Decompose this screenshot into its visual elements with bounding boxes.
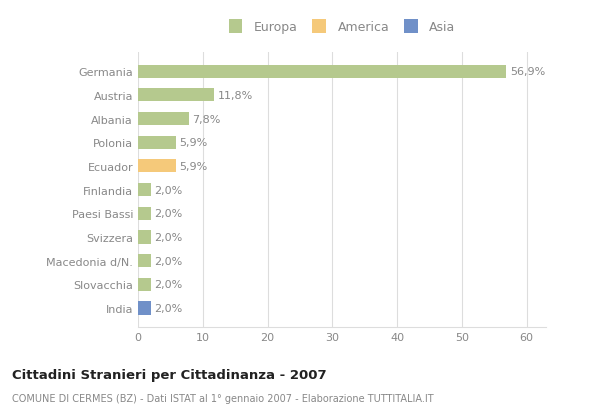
Text: 56,9%: 56,9% (510, 67, 545, 77)
Text: 2,0%: 2,0% (154, 280, 182, 290)
Text: 2,0%: 2,0% (154, 256, 182, 266)
Bar (138, 231, 151, 244)
Bar (138, 184, 151, 197)
Text: 2,0%: 2,0% (154, 303, 182, 313)
Text: 2,0%: 2,0% (154, 232, 182, 243)
Text: 5,9%: 5,9% (179, 138, 208, 148)
Text: COMUNE DI CERMES (BZ) - Dati ISTAT al 1° gennaio 2007 - Elaborazione TUTTITALIA.: COMUNE DI CERMES (BZ) - Dati ISTAT al 1°… (12, 393, 434, 402)
Bar (138, 65, 506, 79)
Bar (138, 302, 151, 315)
Bar (138, 113, 188, 126)
Bar (138, 207, 151, 220)
Text: 2,0%: 2,0% (154, 209, 182, 219)
Bar (138, 89, 214, 102)
Text: Cittadini Stranieri per Cittadinanza - 2007: Cittadini Stranieri per Cittadinanza - 2… (12, 368, 326, 381)
Bar (138, 278, 151, 291)
Bar (138, 160, 176, 173)
Bar (138, 254, 151, 267)
Legend: Europa, America, Asia: Europa, America, Asia (226, 18, 458, 36)
Bar (138, 137, 176, 149)
Text: 7,8%: 7,8% (192, 115, 220, 124)
Text: 5,9%: 5,9% (179, 162, 208, 171)
Text: 11,8%: 11,8% (218, 91, 253, 101)
Text: 2,0%: 2,0% (154, 185, 182, 195)
